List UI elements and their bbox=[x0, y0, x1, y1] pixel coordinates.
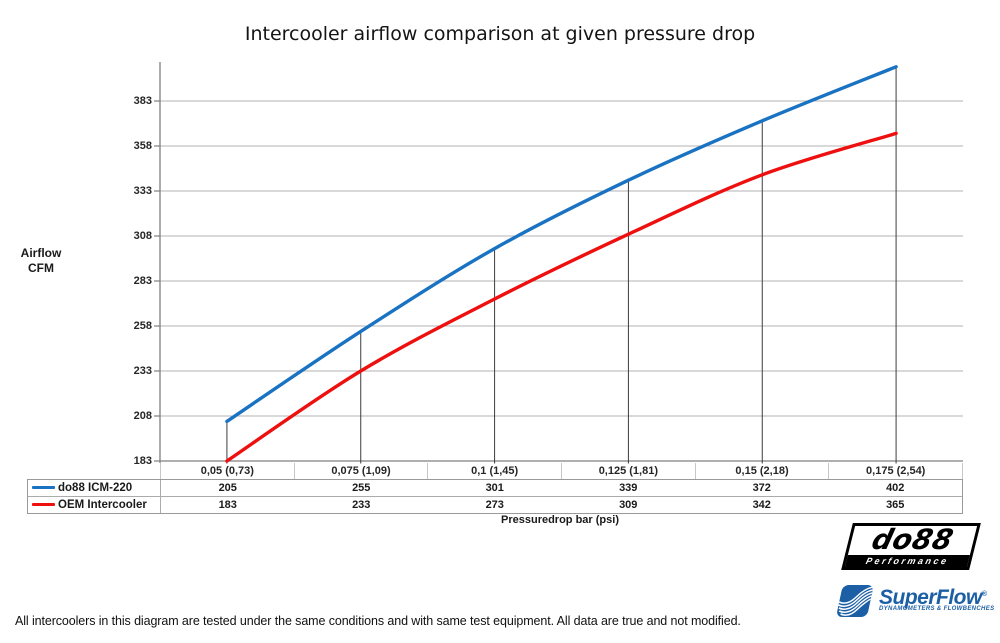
series-name: do88 ICM-220 bbox=[58, 481, 133, 494]
do88-logo-performance-band: Performance bbox=[844, 555, 970, 567]
superflow-name: SuperFlow bbox=[879, 586, 982, 609]
superflow-tagline: DYNAMOMETERS & FLOWBENCHES bbox=[879, 606, 995, 612]
y-axis-title: Airflow CFM bbox=[8, 246, 74, 276]
y-tick-label: 233 bbox=[133, 365, 152, 377]
superflow-wave-icon bbox=[837, 585, 874, 617]
x-tick-label: 0,05 (0,73) bbox=[160, 463, 295, 479]
table-value: 372 bbox=[752, 481, 771, 494]
table-value: 402 bbox=[886, 481, 905, 494]
superflow-text-block: SuperFlow® DYNAMOMETERS & FLOWBENCHES bbox=[879, 584, 995, 613]
series-line-do88-icm-220 bbox=[225, 65, 898, 424]
y-tick-label: 283 bbox=[133, 275, 152, 287]
x-tick-label: 0,125 (1,81) bbox=[562, 463, 696, 479]
legend-key-red-line bbox=[32, 503, 55, 507]
y-tick-label: 358 bbox=[133, 140, 152, 152]
legend-key-blue-line bbox=[32, 486, 55, 490]
y-tick-label: 183 bbox=[133, 455, 152, 467]
series-name: OEM Intercooler bbox=[58, 498, 147, 511]
table-row-oem: OEM Intercooler 183 233 273 309 342 365 bbox=[28, 495, 962, 513]
x-tick-label: 0,175 (2,54) bbox=[829, 463, 964, 479]
table-value: 339 bbox=[619, 481, 638, 494]
x-axis-title: Pressuredrop bar (psi) bbox=[501, 514, 619, 526]
y-tick-label: 208 bbox=[133, 410, 152, 422]
do88-logo-text: do88 bbox=[868, 523, 957, 556]
legend-cell-oem: OEM Intercooler bbox=[28, 496, 161, 513]
y-tick-label: 383 bbox=[133, 95, 152, 107]
series-line-oem-intercooler bbox=[225, 131, 898, 463]
y-tick-label: 308 bbox=[133, 230, 152, 242]
table-value: 233 bbox=[352, 498, 371, 511]
plot-area bbox=[154, 62, 963, 464]
do88-logo-frame: do88 Performance bbox=[841, 523, 981, 570]
x-axis-label-row: 0,05 (0,73) 0,075 (1,09) 0,1 (1,45) 0,12… bbox=[160, 463, 964, 479]
table-value: 255 bbox=[352, 481, 371, 494]
table-value: 273 bbox=[485, 498, 504, 511]
x-tick-label: 0,1 (1,45) bbox=[428, 463, 563, 479]
legend-cell-do88: do88 ICM-220 bbox=[28, 479, 161, 496]
chart-title: Intercooler airflow comparison at given … bbox=[244, 23, 756, 45]
do88-logo: do88 Performance bbox=[841, 523, 981, 570]
y-tick-label: 333 bbox=[133, 185, 152, 197]
y-axis-title-line2: CFM bbox=[28, 261, 54, 275]
y-tick-label: 258 bbox=[133, 320, 152, 332]
y-axis-title-line1: Airflow bbox=[20, 246, 62, 260]
table-row-do88: do88 ICM-220 205 255 301 339 372 402 bbox=[28, 479, 962, 496]
x-tick-label: 0,15 (2,18) bbox=[696, 463, 830, 479]
chart-data-table: do88 ICM-220 205 255 301 339 372 402 OEM… bbox=[27, 478, 963, 514]
table-value: 183 bbox=[218, 498, 237, 511]
x-tick-label: 0,075 (1,09) bbox=[295, 463, 429, 479]
superflow-wordmark: SuperFlow® bbox=[879, 584, 994, 609]
table-value: 309 bbox=[619, 498, 638, 511]
superflow-logo: SuperFlow® DYNAMOMETERS & FLOWBENCHES bbox=[836, 584, 994, 620]
table-value: 205 bbox=[218, 481, 237, 494]
table-value: 301 bbox=[485, 481, 504, 494]
table-value: 365 bbox=[886, 498, 905, 511]
registered-mark: ® bbox=[981, 591, 987, 598]
table-value: 342 bbox=[752, 498, 771, 511]
footer-disclaimer: All intercoolers in this diagram are tes… bbox=[15, 614, 741, 628]
